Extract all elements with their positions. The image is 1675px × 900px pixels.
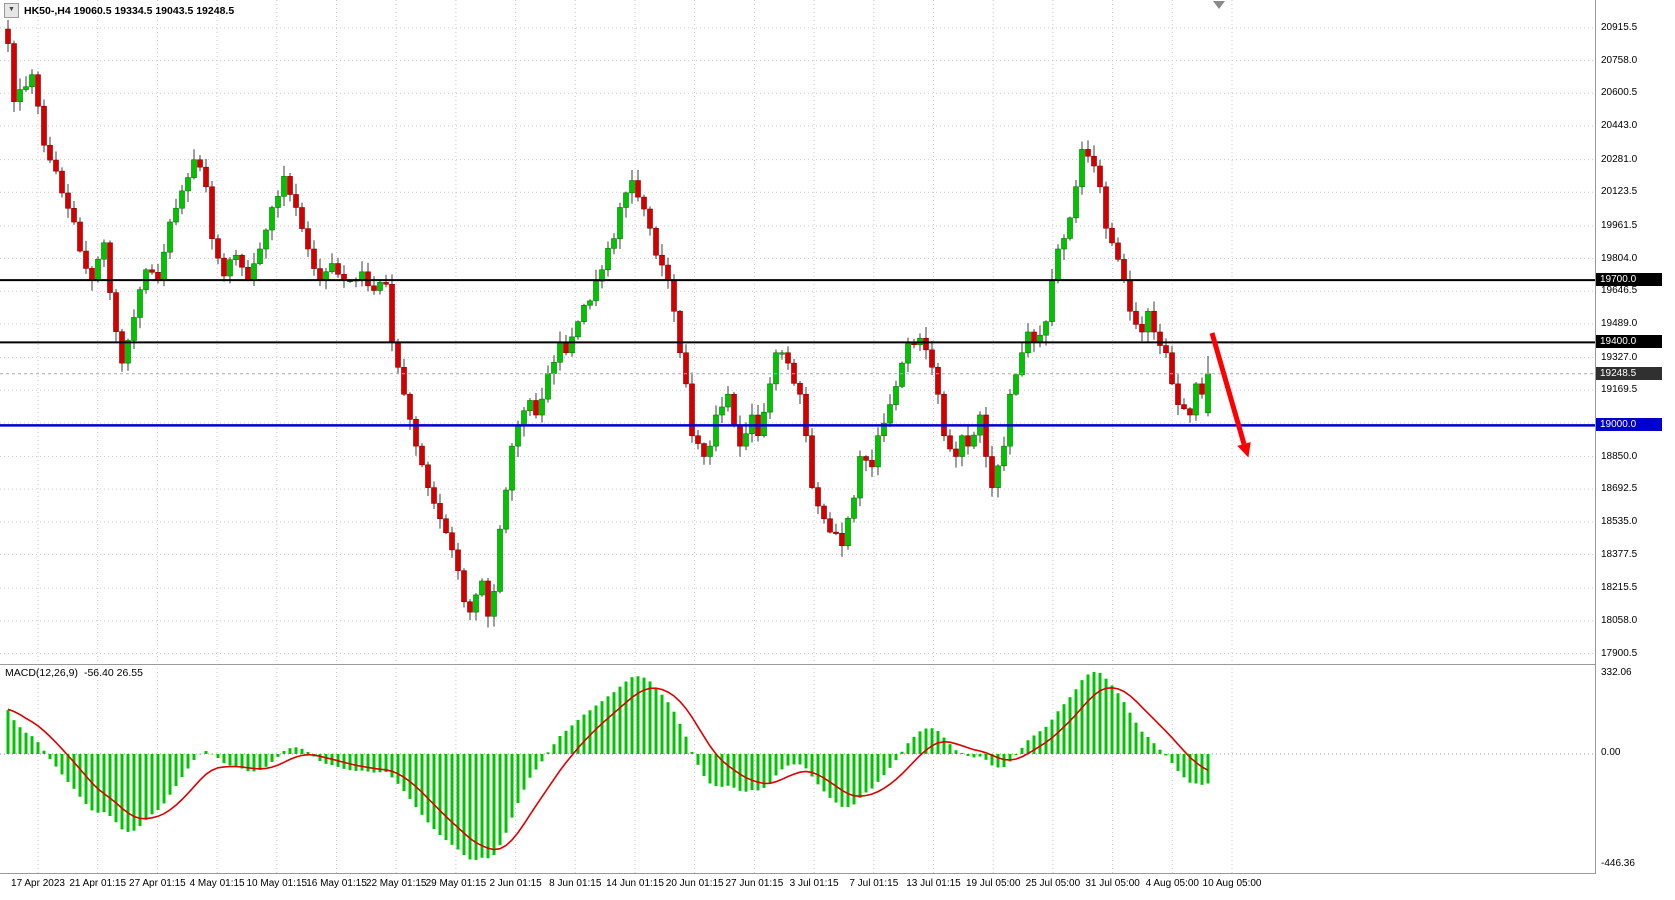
macd-histogram <box>6 671 1210 860</box>
chart-header: ▼ HK50-,H4 19060.5 19334.5 19043.5 19248… <box>4 3 234 18</box>
hline-price-badge[interactable]: 19700.0 <box>1596 273 1662 287</box>
time-axis-label: 10 May 01:15 <box>246 878 308 889</box>
time-axis-label: 17 Apr 2023 <box>11 878 65 889</box>
price-axis-label: 19646.5 <box>1601 285 1638 297</box>
price-axis-label: 18692.5 <box>1601 483 1638 495</box>
price-axis-label: 19961.5 <box>1601 219 1638 231</box>
price-axis-label: 18535.0 <box>1601 515 1638 527</box>
pane-divider-bottom <box>0 873 1675 874</box>
time-axis-label: 21 Apr 01:15 <box>69 878 127 889</box>
price-axis-label: 20281.0 <box>1601 153 1638 165</box>
time-axis-label: 19 Jul 05:00 <box>965 878 1021 889</box>
time-axis-label: 22 May 01:15 <box>365 878 427 889</box>
time-axis-label: 13 Jul 01:15 <box>906 878 961 889</box>
time-axis-label: 7 Jul 01:15 <box>849 878 899 889</box>
time-axis-label: 29 May 01:15 <box>425 878 487 889</box>
time-axis-label: 16 May 01:15 <box>306 878 367 889</box>
hline-price-badge[interactable]: 19400.0 <box>1596 335 1662 349</box>
time-axis-label: 10 Aug 05:00 <box>1202 878 1262 889</box>
current-price-badge[interactable]: 19248.5 <box>1596 366 1662 380</box>
price-axis-label: 20123.5 <box>1601 186 1638 198</box>
price-axis-label: 20443.0 <box>1601 119 1638 131</box>
time-axis-label: 25 Jul 05:00 <box>1025 878 1081 889</box>
price-axis-label: 18377.5 <box>1601 548 1638 560</box>
hline-price-badge[interactable]: 19000.0 <box>1596 418 1662 432</box>
price-axis-label: 18215.5 <box>1601 582 1638 594</box>
macd-indicator-label: MACD(12,26,9) -56.40 26.55 <box>5 667 143 679</box>
macd-name: MACD(12,26,9) <box>5 667 78 679</box>
candles-layer <box>5 19 1211 628</box>
macd-axis-max-label: 332.06 <box>1601 667 1632 678</box>
hlines-layer[interactable] <box>0 279 1595 427</box>
price-axis-label: 18058.0 <box>1601 614 1638 626</box>
symbol-dropdown-button[interactable]: ▼ <box>4 3 19 18</box>
macd-axis-zero-label: 0.00 <box>1601 747 1621 758</box>
time-axis-label: 20 Jun 01:15 <box>665 878 724 889</box>
price-axis-label: 20915.5 <box>1601 21 1638 33</box>
price-axis-label: 20758.0 <box>1601 54 1638 66</box>
time-axis-label: 4 Aug 05:00 <box>1145 878 1199 889</box>
price-axis[interactable]: 332.06 0.00 -446.36 20915.5 20758.0 20600.… <box>1595 0 1675 874</box>
time-axis-label: 2 Jun 01:15 <box>489 878 542 889</box>
time-axis-label: 14 Jun 01:15 <box>606 878 664 889</box>
pane-divider[interactable] <box>0 664 1675 665</box>
price-axis-label: 19327.0 <box>1601 351 1638 363</box>
time-axis-label: 31 Jul 05:00 <box>1085 878 1140 889</box>
arrow-annotation[interactable] <box>1209 332 1251 458</box>
time-axis[interactable]: 17 Apr 2023 21 Apr 01:15 27 Apr 01:15 4 May… <box>0 874 1595 900</box>
price-axis-label: 18850.0 <box>1601 450 1638 462</box>
price-axis-label: 19804.0 <box>1601 252 1638 264</box>
price-axis-label: 20600.5 <box>1601 87 1638 99</box>
time-axis-label: 27 Jun 01:15 <box>725 878 784 889</box>
time-axis-label: 27 Apr 01:15 <box>129 878 186 889</box>
price-axis-label: 19489.0 <box>1601 317 1638 329</box>
grid-layer <box>0 0 1595 873</box>
time-axis-label: 3 Jul 01:15 <box>789 878 839 889</box>
price-axis-label: 17900.5 <box>1601 647 1638 659</box>
macd-values: -56.40 26.55 <box>83 667 143 679</box>
time-axis-label: 4 May 01:15 <box>189 878 245 889</box>
chart-canvas[interactable] <box>0 0 1595 874</box>
symbol-ohlc-info: HK50-,H4 19060.5 19334.5 19043.5 19248.5 <box>24 4 235 17</box>
price-axis-label: 19169.5 <box>1601 384 1638 396</box>
macd-axis-min-label: -446.36 <box>1601 858 1635 869</box>
macd-signal-line <box>7 686 1209 851</box>
chart-shift-marker[interactable] <box>1213 1 1225 9</box>
time-axis-label: 8 Jun 01:15 <box>549 878 602 889</box>
